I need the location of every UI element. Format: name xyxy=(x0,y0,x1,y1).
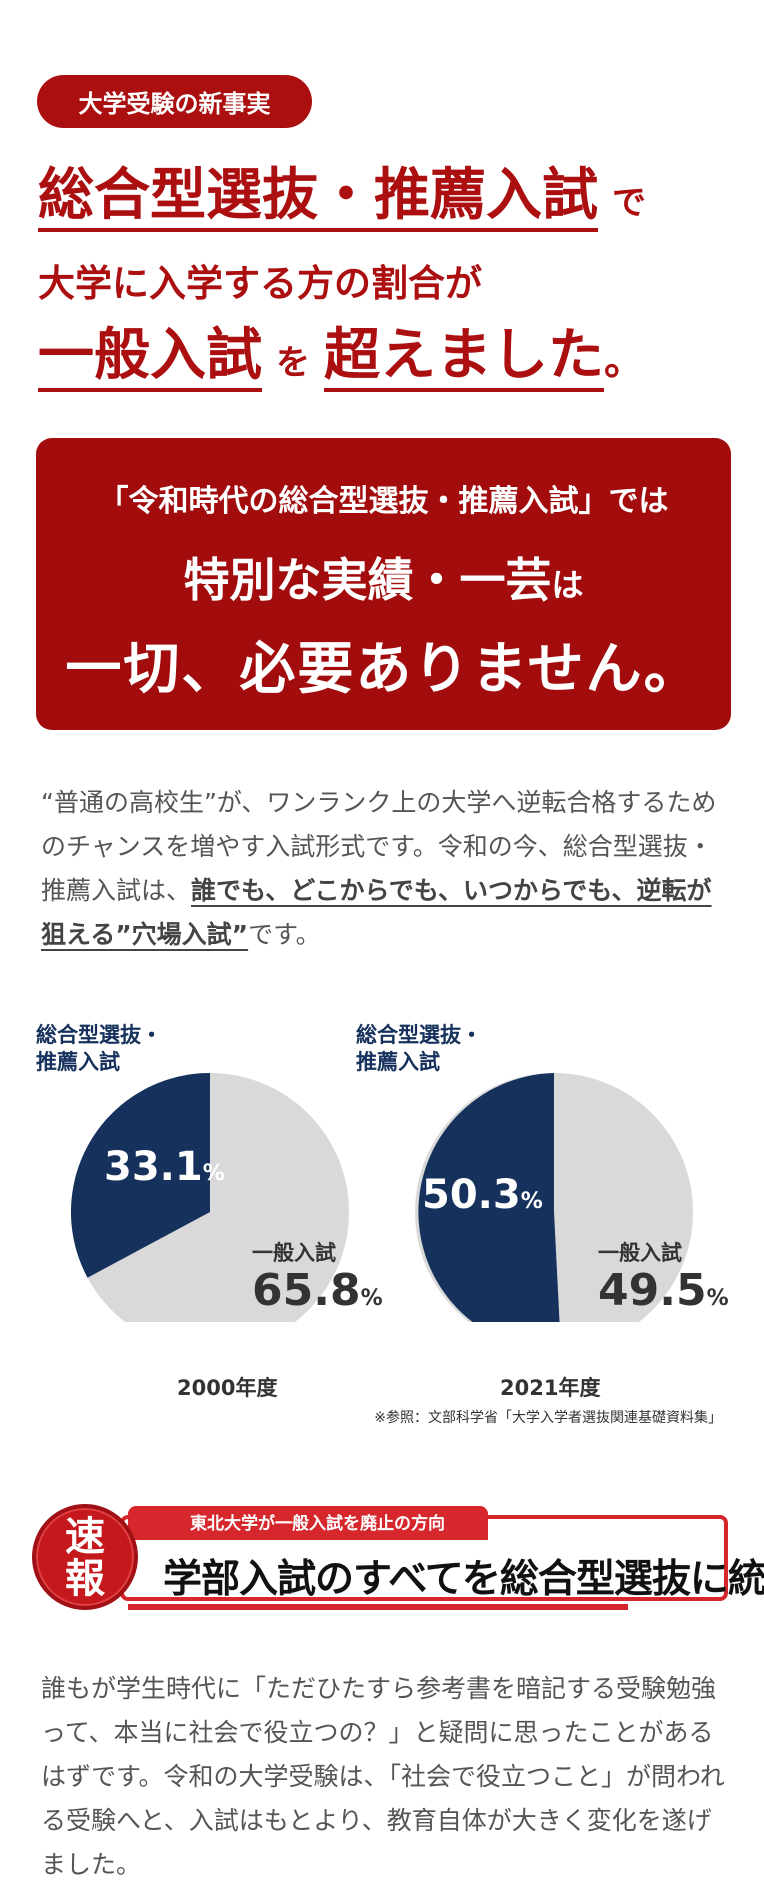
headline-line-1: 総合型選抜・推薦入試で xyxy=(38,160,646,238)
callout-line-2: 特別な実績・一芸は xyxy=(36,544,731,610)
legend-line-1: 総合型選抜・ xyxy=(36,1023,162,1047)
pct-general-2000: 65.8% xyxy=(252,1265,383,1316)
intro-text: “普通の高校生”が、ワンランク上の大学へ逆転合格するためのチャンスを増やす入試形… xyxy=(41,788,717,905)
pie-2000 xyxy=(70,1073,349,1322)
headline-emphasis-surpassed: 超えました xyxy=(324,322,604,392)
body-paragraph: 誰もが学生時代に「ただひたすら参考書を暗記する受験勉強って、本当に社会で役立つの… xyxy=(41,1674,725,1879)
callout-line-2-main: 特別な実績・一芸 xyxy=(183,553,552,607)
unit: % xyxy=(202,1161,225,1186)
headline-connector: を xyxy=(276,343,310,383)
headline-emphasis-recommendation: 総合型選抜・推薦入試 xyxy=(38,162,598,232)
value: 65.8 xyxy=(252,1265,361,1316)
pct-general-2021: 49.5% xyxy=(598,1265,729,1316)
pie-chart-2021: 総合型選抜・ 推薦入試 50.3% 一般入試 49.5% 2021年度 xyxy=(350,1022,729,1402)
pct-recommendation-2021: 50.3% xyxy=(422,1172,543,1218)
intro-emphasis: 誰でも、どこからでも、いつからでも、逆転が狙える”穴場入試” xyxy=(41,876,712,949)
legend-line-2: 推薦入試 xyxy=(36,1050,120,1074)
unit: % xyxy=(706,1286,729,1311)
headline-line-2: 大学に入学する方の割合が xyxy=(38,261,482,305)
headline-particle: で xyxy=(612,183,646,223)
headline-period: 。 xyxy=(604,337,644,384)
pill-label: 大学受験の新事実 xyxy=(78,89,271,118)
callout-line-2-suffix: は xyxy=(551,566,584,604)
year-label-2021: 2021年度 xyxy=(500,1376,601,1400)
legend-line-2: 推薦入試 xyxy=(356,1050,440,1074)
headline-emphasis-general: 一般入試 xyxy=(38,322,262,392)
breaking-badge: 速 報 xyxy=(32,1504,138,1610)
badge-char-2: 報 xyxy=(65,1556,105,1602)
badge-char-1: 速 xyxy=(65,1514,105,1560)
pct-recommendation-2000: 33.1% xyxy=(104,1144,225,1190)
label-general-2000: 一般入試 xyxy=(252,1241,336,1265)
callout-line-1: 「令和時代の総合型選抜・推薦入試」では xyxy=(98,484,669,519)
value: 49.5 xyxy=(598,1265,707,1316)
label-general-2021: 一般入試 xyxy=(598,1241,682,1265)
unit: % xyxy=(360,1286,383,1311)
callout-box: 「令和時代の総合型選抜・推薦入試」では 特別な実績・一芸は 一切、必要ありません… xyxy=(36,438,731,730)
year-label-2000: 2000年度 xyxy=(177,1376,278,1400)
breaking-news-banner: 東北大学が一般入試を廃止の方向 学部入試のすべてを総合型選抜に統一へ 速 報 xyxy=(28,1492,764,1617)
value: 33.1 xyxy=(104,1144,203,1190)
intro-paragraph: “普通の高校生”が、ワンランク上の大学へ逆転合格するためのチャンスを増やす入試形… xyxy=(41,781,731,957)
unit: % xyxy=(520,1189,543,1214)
legend-line-1: 総合型選抜・ xyxy=(356,1023,482,1047)
headline-line-3: 一般入試を超えました。 xyxy=(38,320,644,398)
category-pill: 大学受験の新事実 xyxy=(37,75,312,128)
callout-line-3: 一切、必要ありません。 xyxy=(65,636,702,702)
intro-end: です。 xyxy=(248,920,321,949)
legend-recommendation: 総合型選抜・ 推薦入試 xyxy=(36,1022,162,1076)
source-note: ※参照：文部科学省「大学入学者選抜関連基礎資料集」 xyxy=(374,1410,722,1426)
banner-headline: 学部入試のすべてを総合型選抜に統一へ xyxy=(163,1557,764,1602)
value: 50.3 xyxy=(422,1172,521,1218)
legend-recommendation: 総合型選抜・ 推薦入試 xyxy=(356,1022,482,1076)
pie-2021 xyxy=(415,1073,693,1322)
banner-underbar xyxy=(128,1604,628,1610)
banner-tab: 東北大学が一般入試を廃止の方向 xyxy=(128,1506,488,1540)
pie-chart-2000: 総合型選抜・ 推薦入試 33.1% 一般入試 65.8% 2000年度 xyxy=(22,1022,383,1402)
